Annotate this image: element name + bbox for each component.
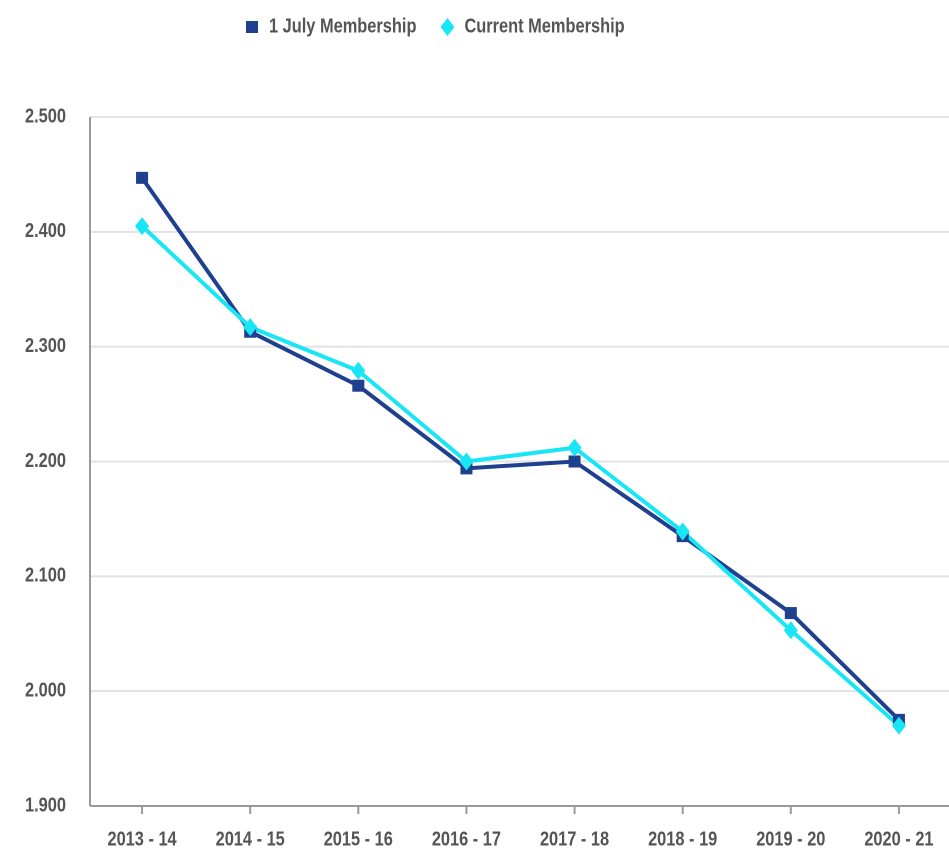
- point: [675, 522, 690, 541]
- y-tick-label: 2.400: [25, 219, 66, 242]
- y-tick-label: 1.900: [25, 793, 66, 816]
- point: [351, 361, 366, 380]
- y-tick-label: 2.000: [25, 678, 66, 701]
- x-tick-label: 2020 - 21: [864, 827, 933, 850]
- x-tick-label: 2018 - 19: [648, 827, 717, 850]
- series-line: [140, 176, 901, 722]
- legend-label: Current Membership: [464, 14, 624, 37]
- y-tick-label: 2.100: [25, 563, 66, 586]
- point: [568, 455, 581, 468]
- point: [243, 318, 258, 337]
- legend-label: 1 July Membership: [269, 14, 416, 37]
- x-tick-label: 2015 - 16: [324, 827, 393, 850]
- point: [891, 716, 906, 735]
- x-tick-label: 2014 - 15: [216, 827, 285, 850]
- point: [783, 621, 798, 640]
- x-tick-label: 2019 - 20: [756, 827, 825, 850]
- legend-marker: [246, 21, 258, 33]
- y-tick-label: 2.200: [25, 448, 66, 471]
- x-tick-label: 2017 - 18: [540, 827, 609, 850]
- series-line: [140, 224, 901, 728]
- point: [784, 607, 797, 620]
- point: [459, 452, 474, 471]
- y-tick-label: 2.500: [25, 104, 66, 127]
- x-tick-label: 2013 - 14: [107, 827, 177, 850]
- legend-marker: [440, 18, 455, 36]
- x-tick-label: 2016 - 17: [432, 827, 501, 850]
- y-tick-label: 2.300: [25, 333, 66, 356]
- point: [352, 379, 365, 392]
- point: [136, 171, 149, 184]
- point: [567, 438, 582, 457]
- point: [135, 217, 150, 236]
